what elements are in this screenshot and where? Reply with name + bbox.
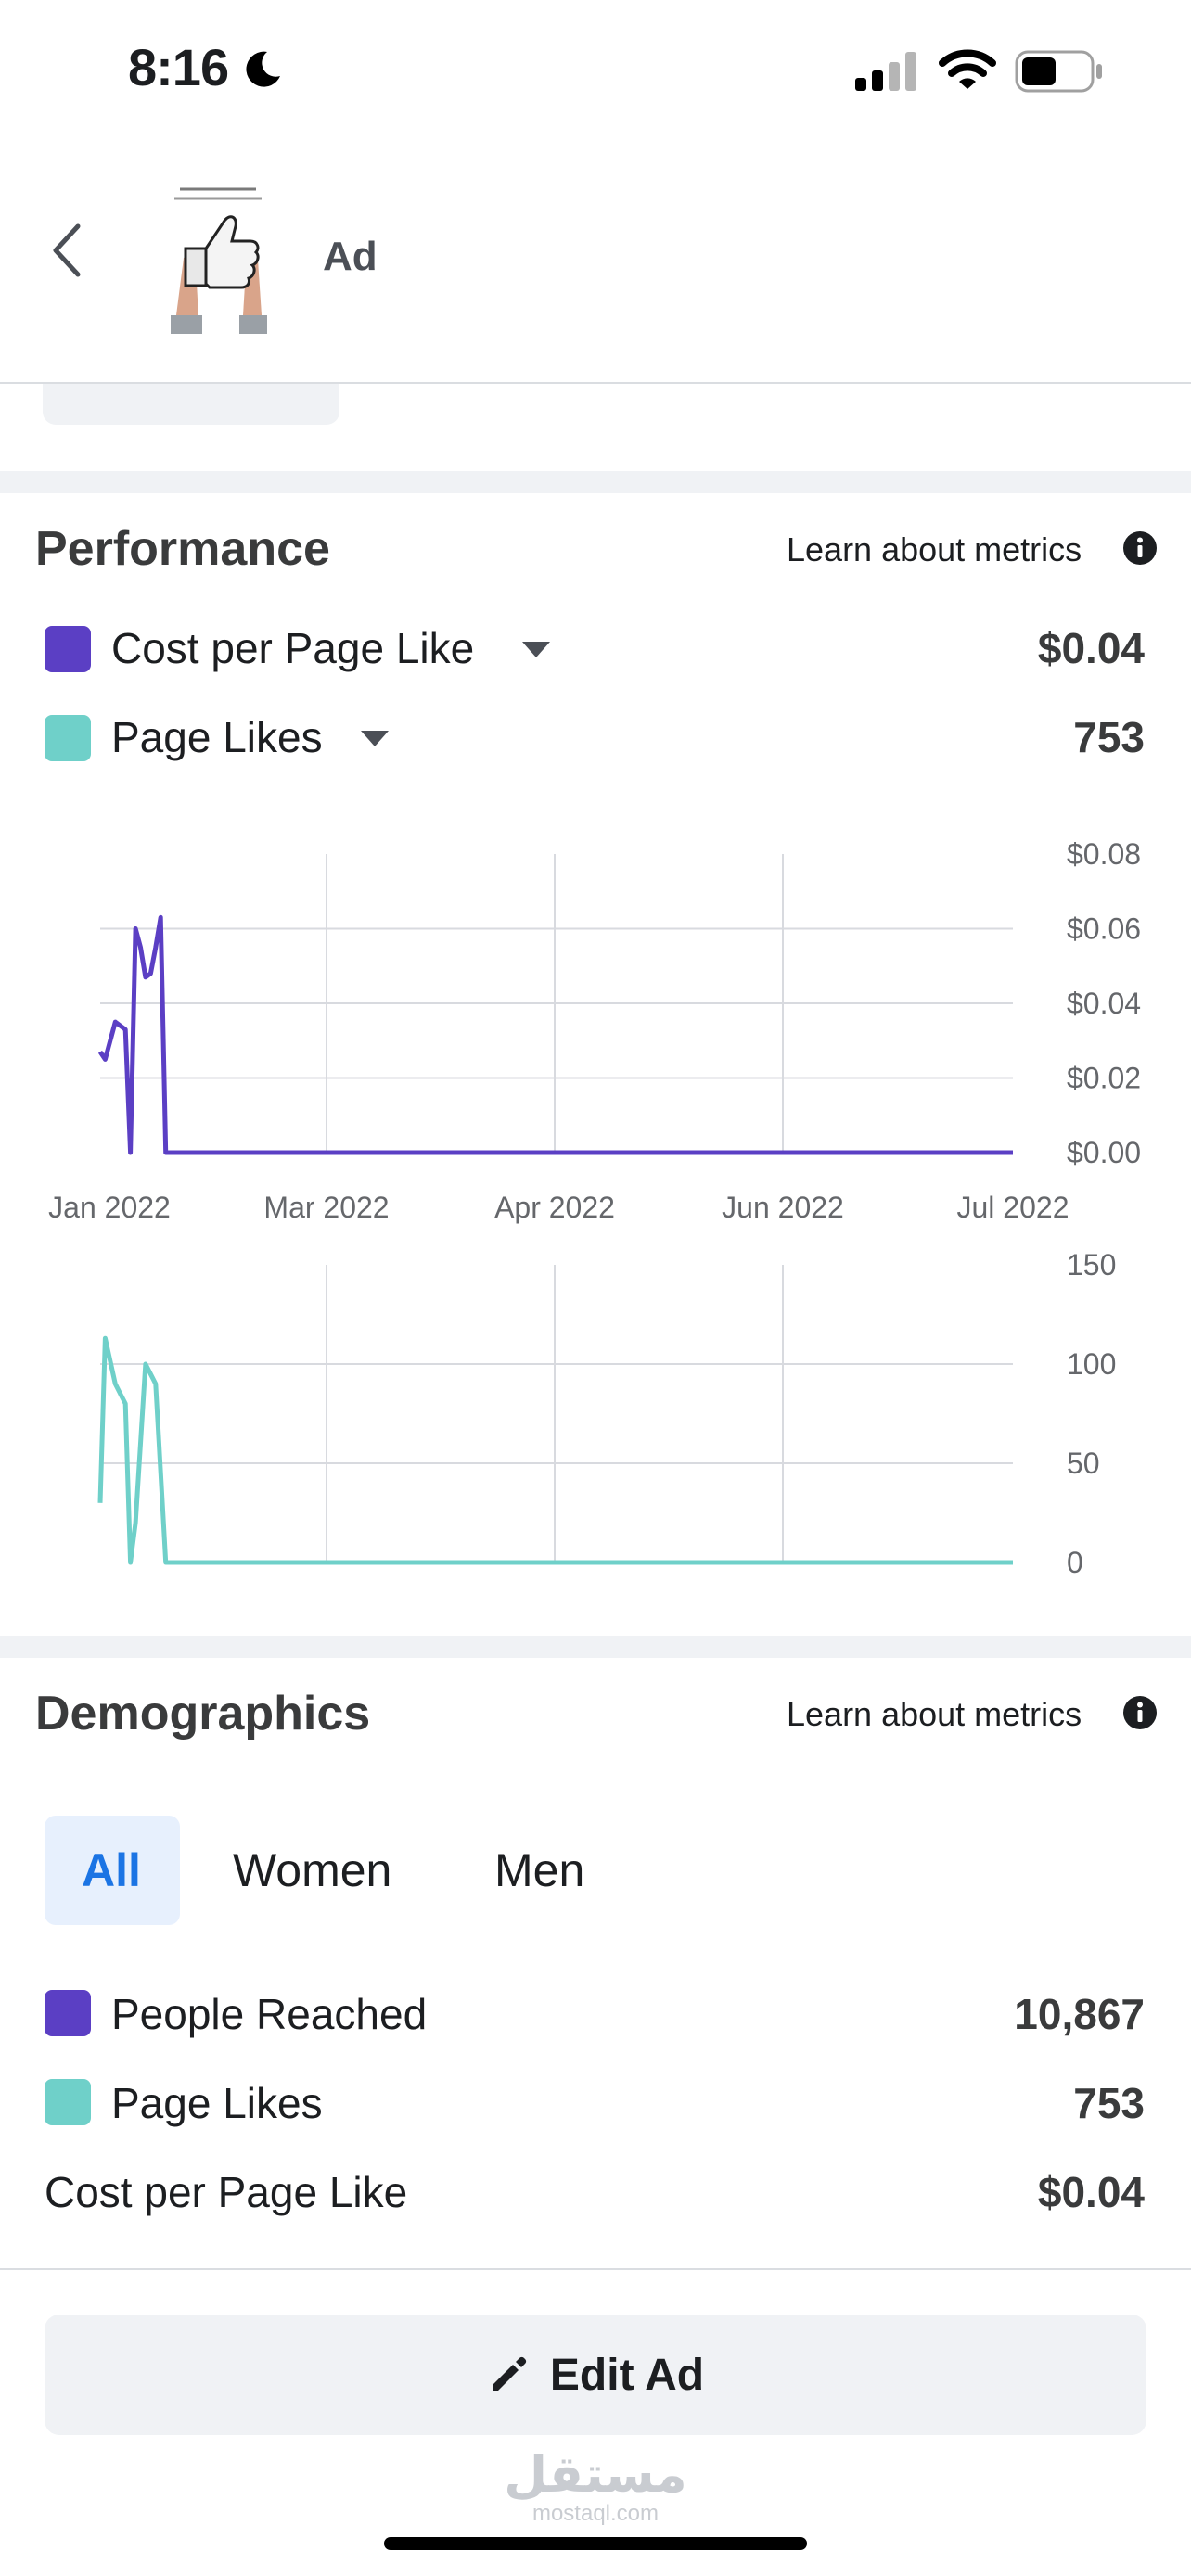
edit-ad-button[interactable]: Edit Ad — [45, 2315, 1146, 2435]
wifi-icon — [939, 49, 996, 89]
x-tick-label: Jan 2022 — [48, 1191, 171, 1224]
y-tick-label: 100 — [1067, 1347, 1116, 1381]
y-tick-label: $0.04 — [1067, 987, 1141, 1020]
metric-value-cost-per-like: $0.04 — [1037, 2168, 1145, 2216]
series-line — [97, 914, 1013, 1155]
y-tick-label: $0.02 — [1067, 1062, 1141, 1095]
page-likes-swatch — [45, 715, 91, 761]
metric-value-page-likes: 753 — [1073, 2079, 1145, 2127]
metric-label-page-likes: Page Likes — [111, 713, 323, 761]
header-title: Ad — [323, 234, 378, 279]
caret-down-icon[interactable] — [361, 731, 389, 746]
watermark-latin: mostaql.com — [531, 2501, 660, 2526]
watermark-logo: مستقل mostaql.com — [0, 2448, 1191, 2526]
y-tick-label: $0.08 — [1067, 837, 1141, 871]
metric-label-cost-per-like: Cost per Page Like — [111, 624, 475, 672]
x-tick-label: Jul 2022 — [957, 1191, 1069, 1224]
learn-about-metrics-link[interactable]: Learn about metrics — [787, 530, 1082, 568]
ad-thumbnail-image — [158, 176, 278, 334]
x-tick-label: Mar 2022 — [263, 1191, 389, 1224]
metric-label-page-likes: Page Likes — [111, 2079, 323, 2127]
page-likes-swatch — [45, 2079, 91, 2125]
info-icon[interactable] — [1122, 1695, 1158, 1730]
metric-label-people-reached: People Reached — [111, 1990, 428, 2038]
people-reached-swatch — [45, 1990, 91, 2036]
pencil-icon — [492, 2356, 527, 2391]
section-separator — [0, 1636, 1191, 1658]
do-not-disturb-moon-icon — [246, 51, 280, 87]
metric-value-people-reached: 10,867 — [1014, 1990, 1145, 2038]
tab-women[interactable]: Women — [233, 1844, 392, 1896]
watermark-arabic: مستقل — [504, 2447, 687, 2503]
home-indicator — [384, 2537, 807, 2550]
back-chevron-icon[interactable] — [50, 223, 83, 278]
section-separator — [0, 471, 1191, 493]
y-tick-label: 50 — [1067, 1447, 1100, 1480]
preview-card-bottom — [43, 384, 339, 425]
status-time: 8:16 — [128, 38, 229, 96]
tab-men[interactable]: Men — [494, 1844, 585, 1896]
cost-per-like-chart: $0.08 $0.06 $0.04 $0.02 $0.00 Jan 2022 Mar 202… — [48, 837, 1141, 1224]
caret-down-icon[interactable] — [522, 642, 550, 657]
series-line — [97, 1335, 1013, 1565]
y-tick-label: 150 — [1067, 1248, 1116, 1282]
x-tick-label: Apr 2022 — [494, 1191, 615, 1224]
y-tick-label: $0.06 — [1067, 912, 1141, 946]
tab-all[interactable] — [45, 1816, 180, 1925]
header-divider — [0, 382, 1191, 384]
y-tick-label: $0.00 — [1067, 1136, 1141, 1169]
metric-value-page-likes: 753 — [1073, 713, 1145, 761]
demographics-title: Demographics — [35, 1687, 371, 1741]
edit-ad-label: Edit Ad — [549, 2350, 705, 2400]
battery-icon — [1015, 50, 1102, 93]
metric-label-cost-per-like: Cost per Page Like — [45, 2168, 408, 2216]
metric-value-cost-per-like: $0.04 — [1037, 624, 1145, 672]
performance-title: Performance — [35, 522, 330, 576]
cost-per-like-swatch — [45, 626, 91, 672]
divider — [0, 2268, 1191, 2270]
tab-all-label[interactable]: All — [82, 1844, 141, 1896]
info-icon[interactable] — [1122, 530, 1158, 566]
cellular-signal-icon — [855, 52, 916, 91]
y-tick-label: 0 — [1067, 1546, 1083, 1579]
page-likes-chart: 150 100 50 0 — [97, 1248, 1116, 1579]
learn-about-metrics-link[interactable]: Learn about metrics — [787, 1695, 1082, 1733]
x-tick-label: Jun 2022 — [722, 1191, 844, 1224]
